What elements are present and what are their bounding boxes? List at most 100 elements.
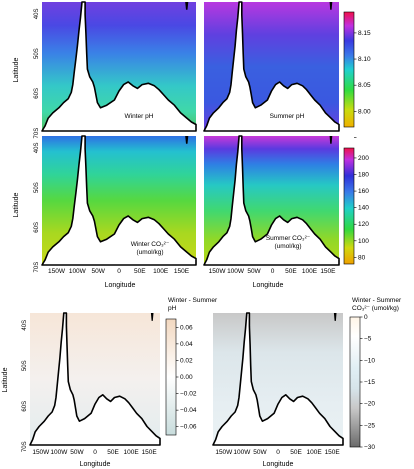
lat-tick-label: 40S: [34, 9, 40, 20]
lon-tick-label: 100E: [302, 268, 318, 275]
antarctica-landmass: [41, 1, 197, 132]
lon-tick-label: 50W: [253, 449, 267, 456]
lat-tick-label: 70S: [22, 441, 28, 452]
lon-ticks-summer-co3: 150W 100W 50W 0 50E 100E 150E: [209, 268, 337, 275]
map-summer-ph: [203, 1, 340, 132]
colorbar-title-diff-ph: Winter - Summer pH: [168, 297, 218, 312]
island-mark: [329, 2, 333, 10]
map-diff-ph: [29, 312, 161, 446]
lon-tick-label: 150E: [174, 268, 190, 275]
colorbar-tick-label: 180: [358, 172, 369, 179]
map-diff-co3: [212, 312, 344, 446]
colorbar-tick-label: −5: [364, 336, 372, 343]
map-winter-ph: [41, 1, 197, 132]
lon-tick-label: 150E: [325, 449, 341, 456]
lon-tick-label: 0: [117, 268, 121, 275]
lat-tick-label: 50S: [34, 48, 40, 59]
lon-tick-label: 100W: [227, 268, 245, 275]
lat-tick-label: 70S: [34, 262, 40, 273]
island-mark: [333, 313, 337, 321]
colorbar-swatch: [343, 11, 355, 128]
lon-tick-label: 150W: [48, 268, 66, 275]
lat-tick-label: 70S: [34, 128, 40, 139]
colorbar-tick-label: 140: [358, 205, 369, 212]
colorbar-tick-label: 100: [358, 238, 369, 245]
ylabel-ph: Latitude: [13, 57, 20, 82]
lon-tick-label: 100E: [124, 449, 140, 456]
island-mark: [329, 136, 333, 144]
colorbar-title-diff-co3: Winter - Summer CO₃²⁻ (umol/kg): [352, 297, 402, 312]
antarctica-landmass: [203, 135, 340, 266]
colorbar-tick-label: 0.04: [180, 341, 193, 348]
colorbar-tick-label: 8.10: [358, 56, 371, 63]
lat-tick-label: 50S: [34, 182, 40, 193]
colorbar-diff-co3: 0 −5 −10 −15 −20 −25 −30: [349, 314, 375, 451]
antarctica-landmass: [29, 312, 161, 446]
lon-ticks-winter-co3: 150W 100W 50W 0 50E 100E 150E: [48, 268, 190, 275]
lon-tick-label: 50W: [70, 449, 84, 456]
colorbar-tick-label: −0.06: [180, 424, 197, 431]
lat-ticks-co3: 40S 50S 60S 70S: [34, 143, 40, 273]
lon-tick-label: 0: [93, 449, 97, 456]
lon-tick-label: 50W: [91, 268, 105, 275]
axis-labels: Winter pH Summer pH Winter CO₃²⁻ (umol/kg) S…: [2, 9, 340, 468]
map-summer-co3: [203, 135, 340, 266]
colorbar-tick-label: −20: [364, 401, 375, 408]
lon-tick-label: 150W: [32, 449, 50, 456]
xlabel-co3-left: Longitude: [105, 282, 136, 289]
lon-tick-label: 150W: [209, 268, 227, 275]
colorbar-tick-label: −10: [364, 357, 375, 364]
colorbar-tick-label: 160: [358, 188, 369, 195]
panel-label-summer-ph: Summer pH: [270, 113, 305, 120]
colorbar-ph: 8.00 8.05 8.10 8.15: [343, 11, 371, 138]
colorbar-tick-label: −0.04: [180, 407, 197, 414]
colorbar-tick-label: 120: [358, 221, 369, 228]
panel-label-summer-co3: Summer CO₃²⁻ (umol/kg): [266, 235, 311, 250]
lon-ticks-diff-co3: 150W 100W 50W 0 50E 100E 150E: [215, 449, 340, 456]
island-mark: [150, 313, 154, 321]
colorbar-tick-label: −15: [364, 379, 375, 386]
lon-tick-label: 0: [276, 449, 280, 456]
colorbar-tick-label: 0.02: [180, 357, 193, 364]
colorbar-tick-label: −30: [364, 444, 375, 451]
antarctica-landmass: [212, 312, 344, 446]
map-panels: [29, 1, 344, 446]
panel-label-winter-ph: Winter pH: [125, 113, 154, 120]
lon-ticks-diff-ph: 150W 100W 50W 0 50E 100E 150E: [32, 449, 157, 456]
colorbars: 8.00 8.05 8.10 8.15 80 100 120 140 160 180 200 0.06…: [165, 11, 402, 451]
colorbar-tick-label: 8.00: [358, 108, 371, 115]
lat-tick-label: 50S: [22, 360, 28, 371]
lon-tick-label: 150E: [142, 449, 158, 456]
lon-tick-label: 100E: [307, 449, 323, 456]
xlabel-diff-ph: Longitude: [80, 461, 111, 468]
island-mark: [185, 2, 189, 10]
lat-ticks-diff: 40S 50S 60S 70S: [22, 320, 28, 452]
antarctica-landmass: [41, 135, 197, 266]
lon-tick-label: 100E: [153, 268, 169, 275]
lon-tick-label: 50E: [134, 268, 146, 275]
lat-ticks-ph: 40S 50S 60S 70S: [34, 9, 40, 139]
lon-tick-label: 50E: [285, 268, 297, 275]
colorbar-tick-label: 80: [358, 254, 366, 261]
colorbar-swatch: [165, 318, 177, 436]
xlabel-co3-right: Longitude: [253, 282, 284, 289]
antarctica-landmass: [203, 1, 340, 132]
lat-tick-label: 40S: [34, 143, 40, 154]
colorbar-swatch: [349, 316, 361, 448]
lon-tick-label: 0: [271, 268, 275, 275]
lon-tick-label: 100W: [69, 268, 87, 275]
lat-tick-label: 60S: [22, 401, 28, 412]
colorbar-tick-label: 0: [364, 314, 368, 321]
colorbar-swatch: [343, 147, 355, 265]
map-winter-co3: [41, 135, 197, 266]
lon-tick-label: 150W: [215, 449, 233, 456]
lon-tick-label: 50E: [290, 449, 302, 456]
lon-tick-label: 150E: [320, 268, 336, 275]
colorbar-co3: 80 100 120 140 160 180 200: [343, 147, 369, 265]
colorbar-tick-label: −0.02: [180, 391, 197, 398]
ylabel-co3: Latitude: [13, 192, 20, 217]
colorbar-tick-label: 200: [358, 155, 369, 162]
lat-tick-label: 60S: [34, 88, 40, 99]
xlabel-diff-co3: Longitude: [263, 461, 294, 468]
